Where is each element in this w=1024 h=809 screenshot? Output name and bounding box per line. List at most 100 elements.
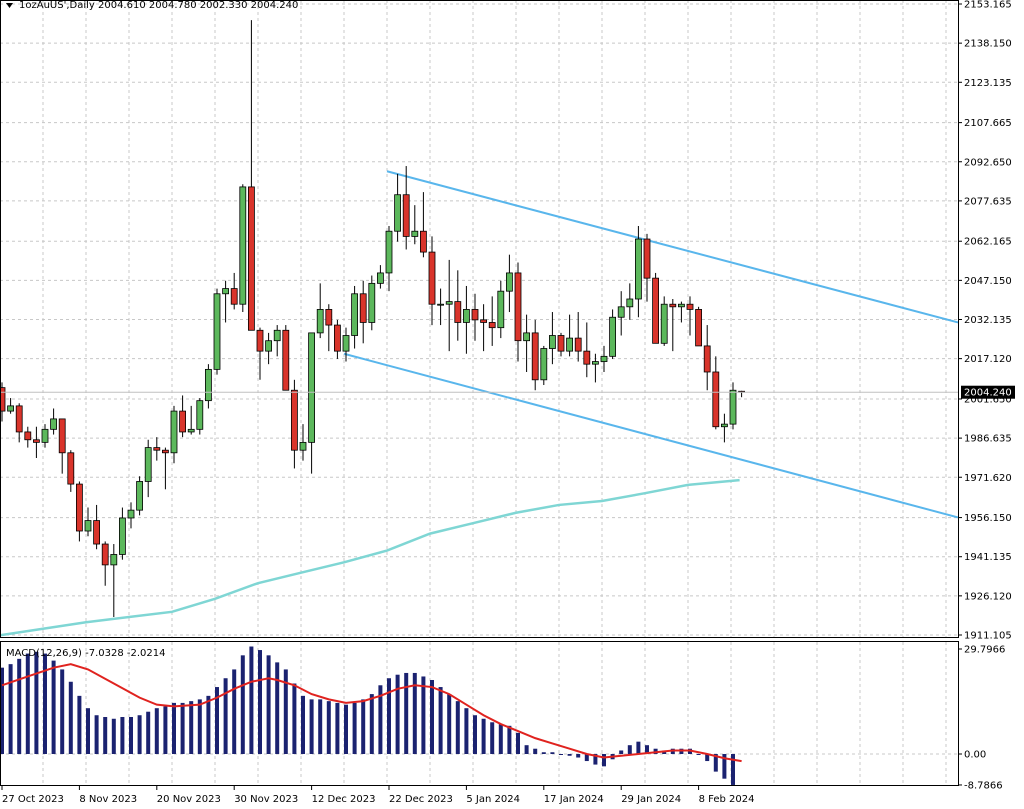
candle[interactable] [50, 408, 57, 435]
candle[interactable] [669, 298, 677, 352]
candle[interactable] [368, 275, 376, 331]
candle[interactable] [110, 544, 118, 618]
candle[interactable] [652, 272, 659, 344]
candle[interactable] [695, 306, 702, 347]
candle[interactable] [0, 382, 6, 422]
candle[interactable] [204, 364, 212, 409]
candle-body-down [712, 371, 720, 428]
candle[interactable] [239, 184, 247, 313]
candle[interactable] [67, 450, 75, 492]
candle[interactable] [282, 325, 290, 391]
candle[interactable] [213, 288, 221, 375]
candle[interactable] [729, 382, 737, 430]
candle[interactable] [394, 173, 402, 242]
candle[interactable] [480, 304, 488, 352]
candle[interactable] [609, 309, 616, 359]
candle[interactable] [136, 476, 144, 516]
channel-upper-line[interactable] [386, 170, 959, 324]
candle[interactable] [273, 325, 281, 357]
candle[interactable] [643, 233, 651, 302]
candle[interactable] [514, 262, 522, 362]
candle[interactable] [721, 413, 728, 443]
candle[interactable] [76, 481, 83, 542]
candle[interactable] [325, 304, 333, 352]
channel-lower-line[interactable] [343, 352, 959, 519]
candle[interactable] [419, 192, 427, 258]
candle[interactable] [540, 345, 548, 386]
candlestick-series[interactable] [0, 20, 745, 618]
candle[interactable] [462, 285, 470, 354]
candle[interactable] [256, 327, 264, 380]
candle[interactable] [497, 280, 505, 339]
candle[interactable] [411, 205, 419, 245]
candle[interactable] [308, 332, 316, 474]
candle[interactable] [33, 426, 40, 459]
candle[interactable] [316, 283, 324, 339]
candle[interactable] [179, 395, 187, 438]
candle[interactable] [712, 356, 720, 430]
candle[interactable] [7, 398, 14, 414]
candle[interactable] [101, 541, 109, 586]
candle[interactable] [583, 322, 591, 378]
candle[interactable] [58, 418, 66, 474]
candle[interactable] [93, 504, 100, 550]
candle[interactable] [385, 226, 393, 292]
price-panel[interactable] [0, 0, 959, 637]
candle[interactable] [351, 285, 359, 349]
candle[interactable] [488, 296, 496, 346]
candle-body-down [93, 520, 100, 545]
candle[interactable] [531, 319, 539, 391]
candle[interactable] [153, 437, 161, 461]
candle[interactable] [471, 293, 479, 341]
candle[interactable] [144, 439, 152, 498]
candle[interactable] [196, 398, 204, 435]
candle[interactable] [333, 319, 341, 359]
candle[interactable] [41, 424, 49, 448]
candle[interactable] [617, 291, 625, 336]
candle[interactable] [445, 259, 453, 352]
candle[interactable] [703, 325, 711, 391]
candle[interactable] [660, 296, 668, 346]
candle[interactable] [170, 405, 178, 464]
candle[interactable] [119, 507, 126, 560]
candle[interactable] [678, 301, 685, 323]
candle[interactable] [247, 20, 255, 331]
candle[interactable] [24, 426, 32, 448]
candle[interactable] [222, 280, 230, 323]
candle[interactable] [626, 283, 634, 320]
candle[interactable] [359, 280, 367, 344]
candle[interactable] [505, 254, 513, 313]
candle[interactable] [549, 312, 556, 365]
candle[interactable] [686, 296, 694, 336]
macd-bar [541, 752, 546, 754]
candle[interactable] [127, 502, 135, 529]
candle[interactable] [635, 226, 642, 318]
candle[interactable] [454, 270, 462, 341]
candle-body-up [308, 332, 316, 443]
candle[interactable] [523, 314, 530, 372]
macd-bar [163, 706, 168, 754]
channel-lines[interactable] [343, 170, 959, 519]
candle[interactable] [299, 424, 307, 461]
candle[interactable] [161, 447, 169, 490]
candle[interactable] [376, 265, 384, 289]
candle[interactable] [428, 236, 436, 326]
candle[interactable] [600, 345, 608, 372]
candle[interactable] [342, 327, 350, 362]
chevron-down-icon[interactable] [6, 3, 13, 8]
candle[interactable] [187, 405, 195, 435]
candle[interactable] [402, 166, 410, 250]
candle[interactable] [437, 288, 445, 326]
candle[interactable] [574, 312, 582, 362]
candle[interactable] [566, 314, 573, 357]
macd-panel[interactable] [0, 642, 958, 785]
candle[interactable] [230, 272, 238, 310]
candle[interactable] [15, 403, 23, 443]
macd-bar [713, 754, 718, 772]
candle[interactable] [592, 353, 599, 383]
candle[interactable] [290, 379, 298, 469]
candle-body-down [0, 387, 6, 412]
candle[interactable] [557, 332, 565, 357]
candle[interactable] [265, 332, 273, 365]
candle[interactable] [84, 507, 92, 537]
